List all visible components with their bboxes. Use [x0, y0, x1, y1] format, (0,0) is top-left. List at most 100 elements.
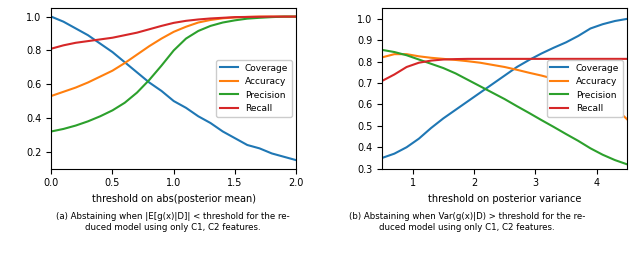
Coverage — [60, 20, 67, 23]
Accuracy — [574, 85, 582, 88]
Precision — [440, 66, 447, 70]
Precision — [182, 37, 190, 40]
Precision — [403, 54, 410, 57]
Recall — [513, 57, 521, 60]
Accuracy — [243, 15, 251, 18]
Coverage — [145, 81, 153, 84]
Accuracy — [292, 15, 300, 18]
Accuracy — [599, 94, 607, 98]
Accuracy — [525, 71, 533, 75]
Recall — [207, 17, 214, 20]
Coverage — [133, 71, 141, 74]
Accuracy — [415, 55, 422, 58]
Accuracy — [145, 45, 153, 48]
Line: Coverage: Coverage — [382, 19, 627, 158]
Coverage — [182, 106, 190, 109]
Accuracy — [109, 69, 116, 72]
Accuracy — [513, 68, 521, 72]
Coverage — [501, 74, 509, 77]
Accuracy — [97, 75, 104, 78]
Precision — [525, 111, 533, 115]
Recall — [464, 57, 472, 60]
Accuracy — [280, 15, 288, 18]
Accuracy — [550, 77, 557, 81]
Recall — [97, 38, 104, 41]
Accuracy — [231, 16, 239, 19]
Recall — [195, 18, 202, 21]
Recall — [378, 79, 386, 82]
Precision — [157, 64, 165, 67]
Coverage — [47, 15, 55, 18]
Coverage — [157, 89, 165, 92]
Accuracy — [428, 56, 435, 60]
Precision — [488, 91, 496, 94]
Recall — [525, 57, 533, 60]
Precision — [587, 147, 595, 150]
Coverage — [538, 52, 545, 55]
Precision — [562, 132, 570, 136]
Recall — [476, 57, 484, 60]
Precision — [231, 19, 239, 22]
Recall — [415, 61, 422, 64]
Accuracy — [476, 61, 484, 64]
Accuracy — [121, 61, 129, 65]
Precision — [145, 78, 153, 82]
Accuracy — [219, 17, 227, 20]
X-axis label: threshold on posterior variance: threshold on posterior variance — [428, 194, 581, 204]
Coverage — [170, 100, 177, 103]
Recall — [452, 57, 460, 61]
Precision — [476, 85, 484, 88]
Recall — [182, 19, 190, 23]
Coverage — [243, 143, 251, 147]
Recall — [84, 39, 92, 43]
Precision — [243, 17, 251, 20]
Recall — [231, 16, 239, 19]
Coverage — [219, 130, 227, 133]
Legend: Coverage, Accuracy, Precision, Recall: Coverage, Accuracy, Precision, Recall — [547, 60, 623, 117]
Accuracy — [170, 30, 177, 33]
Coverage — [121, 61, 129, 64]
Recall — [170, 21, 177, 24]
Coverage — [587, 27, 595, 30]
Line: Accuracy: Accuracy — [51, 17, 296, 96]
Recall — [256, 15, 264, 18]
Coverage — [488, 82, 496, 86]
Precision — [292, 15, 300, 18]
Precision — [390, 50, 398, 54]
Precision — [513, 104, 521, 108]
Recall — [488, 57, 496, 60]
Precision — [599, 153, 607, 156]
Recall — [109, 36, 116, 39]
Coverage — [84, 33, 92, 37]
Coverage — [562, 41, 570, 44]
X-axis label: threshold on abs(posterior mean): threshold on abs(posterior mean) — [92, 194, 256, 204]
Precision — [378, 48, 386, 51]
Line: Accuracy: Accuracy — [382, 54, 627, 119]
Precision — [428, 62, 435, 66]
Coverage — [550, 46, 557, 50]
Coverage — [390, 152, 398, 155]
Accuracy — [133, 53, 141, 56]
Accuracy — [268, 15, 276, 18]
Line: Recall: Recall — [382, 59, 627, 81]
Coverage — [440, 117, 447, 120]
Accuracy — [611, 106, 619, 109]
Text: (b) Abstaining when Var(g(x)|D) > threshold for the re-
duced model using only C: (b) Abstaining when Var(g(x)|D) > thresh… — [349, 212, 586, 231]
Coverage — [72, 27, 79, 30]
Precision — [133, 91, 141, 94]
Coverage — [415, 137, 422, 140]
Recall — [157, 24, 165, 27]
Precision — [623, 163, 631, 166]
Precision — [464, 78, 472, 82]
Precision — [84, 120, 92, 123]
Accuracy — [538, 74, 545, 77]
Accuracy — [501, 65, 509, 69]
Text: (a) Abstaining when |E[g(x)|D]| < threshold for the re-
duced model using only C: (a) Abstaining when |E[g(x)|D]| < thresh… — [56, 212, 290, 231]
Recall — [243, 15, 251, 18]
Coverage — [109, 50, 116, 54]
Line: Coverage: Coverage — [51, 17, 296, 160]
Coverage — [292, 159, 300, 162]
Accuracy — [390, 52, 398, 56]
Recall — [611, 57, 619, 60]
Coverage — [268, 152, 276, 155]
